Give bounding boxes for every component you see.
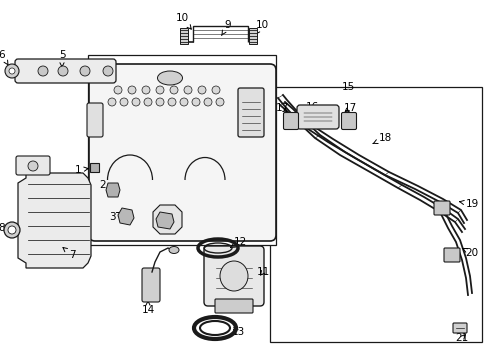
Text: 18: 18: [373, 133, 392, 144]
Circle shape: [58, 66, 68, 76]
Circle shape: [132, 98, 140, 106]
Text: 5: 5: [59, 50, 65, 67]
Circle shape: [5, 64, 19, 78]
FancyBboxPatch shape: [284, 112, 298, 130]
FancyBboxPatch shape: [16, 156, 50, 175]
Text: 8: 8: [0, 223, 9, 233]
Text: 9: 9: [221, 20, 231, 35]
Polygon shape: [153, 205, 182, 234]
Circle shape: [144, 98, 152, 106]
FancyBboxPatch shape: [297, 105, 339, 129]
Circle shape: [128, 86, 136, 94]
Circle shape: [142, 86, 150, 94]
FancyBboxPatch shape: [453, 323, 467, 333]
Bar: [88, 55, 276, 245]
Text: 12: 12: [230, 237, 246, 248]
FancyBboxPatch shape: [204, 246, 264, 306]
Circle shape: [156, 86, 164, 94]
Circle shape: [170, 86, 178, 94]
Circle shape: [9, 68, 15, 74]
Circle shape: [80, 66, 90, 76]
FancyBboxPatch shape: [238, 88, 264, 137]
Text: 16: 16: [305, 102, 318, 112]
Bar: [249, 28, 257, 44]
Circle shape: [103, 66, 113, 76]
Text: 6: 6: [0, 50, 8, 65]
Circle shape: [156, 98, 164, 106]
Text: 14: 14: [142, 301, 155, 315]
Text: 11: 11: [256, 267, 270, 277]
Text: 3: 3: [109, 212, 121, 222]
Text: 17: 17: [343, 103, 357, 113]
FancyBboxPatch shape: [15, 59, 116, 83]
Text: 17: 17: [275, 103, 289, 113]
Polygon shape: [18, 173, 91, 268]
Circle shape: [8, 226, 16, 234]
FancyBboxPatch shape: [342, 112, 357, 130]
Text: 15: 15: [342, 82, 355, 92]
Bar: [180, 28, 188, 44]
Bar: [90, 163, 99, 172]
Circle shape: [4, 222, 20, 238]
Bar: [270, 87, 482, 342]
Polygon shape: [118, 208, 134, 225]
Circle shape: [28, 161, 38, 171]
Text: 7: 7: [63, 247, 75, 260]
Circle shape: [38, 66, 48, 76]
Ellipse shape: [157, 71, 182, 85]
Text: 4: 4: [166, 215, 178, 225]
Circle shape: [108, 98, 116, 106]
FancyBboxPatch shape: [89, 64, 276, 241]
Circle shape: [168, 98, 176, 106]
FancyBboxPatch shape: [434, 201, 450, 215]
Circle shape: [180, 98, 188, 106]
Circle shape: [192, 98, 200, 106]
Circle shape: [114, 86, 122, 94]
Circle shape: [120, 98, 128, 106]
FancyBboxPatch shape: [444, 248, 460, 262]
Text: 10: 10: [175, 13, 191, 29]
Circle shape: [198, 86, 206, 94]
FancyBboxPatch shape: [87, 103, 103, 137]
Ellipse shape: [220, 261, 248, 291]
Ellipse shape: [169, 247, 179, 253]
FancyBboxPatch shape: [215, 299, 253, 313]
Text: 13: 13: [231, 327, 245, 337]
Text: 21: 21: [455, 333, 468, 343]
Circle shape: [212, 86, 220, 94]
Text: 2: 2: [99, 180, 111, 192]
Circle shape: [184, 86, 192, 94]
Text: 19: 19: [460, 199, 479, 209]
Circle shape: [204, 98, 212, 106]
Polygon shape: [156, 212, 174, 229]
Text: 1: 1: [74, 165, 88, 175]
FancyBboxPatch shape: [142, 268, 160, 302]
Polygon shape: [106, 183, 120, 197]
Circle shape: [216, 98, 224, 106]
Text: 10: 10: [255, 20, 269, 34]
Text: 20: 20: [463, 248, 479, 258]
